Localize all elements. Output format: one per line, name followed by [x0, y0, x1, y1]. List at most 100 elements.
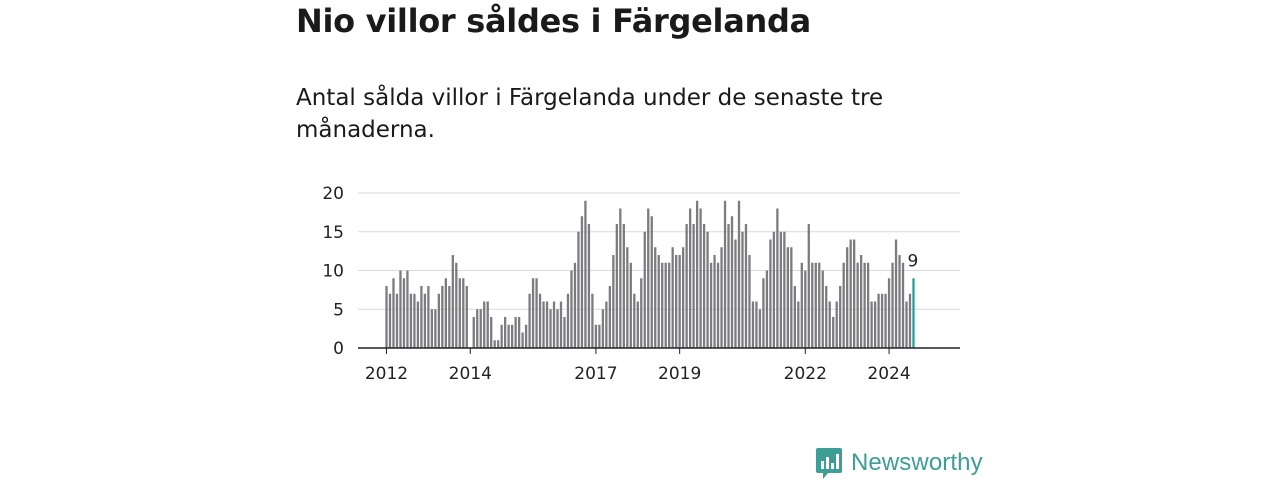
bar: [762, 278, 765, 348]
bar: [559, 301, 563, 348]
x-tick-label: 2012: [365, 364, 408, 384]
x-tick-label: 2019: [658, 364, 701, 384]
bar: [685, 224, 688, 348]
bar: [612, 255, 615, 348]
bar: [720, 247, 723, 348]
data-labels: 9: [907, 251, 918, 271]
bar: [556, 309, 559, 348]
bar: [626, 247, 629, 348]
bar: [427, 286, 430, 348]
bar: [880, 293, 884, 348]
bar: [430, 309, 434, 348]
bar: [716, 262, 720, 348]
bar: [500, 324, 503, 348]
bar: [839, 286, 842, 348]
bar: [640, 278, 643, 348]
bar: [538, 293, 542, 348]
bar: [856, 262, 859, 348]
bar: [730, 216, 734, 348]
bar: [395, 293, 399, 348]
bar: [584, 200, 587, 348]
bar: [748, 255, 751, 348]
bar: [786, 247, 789, 348]
bar: [619, 208, 622, 348]
bar: [905, 301, 908, 348]
bar: [591, 293, 594, 348]
x-tick-label: 2022: [784, 364, 827, 384]
y-tick-label: 15: [322, 223, 344, 243]
bar: [598, 324, 601, 348]
bar: [692, 224, 695, 348]
highlight-value-label: 9: [907, 251, 918, 271]
bar: [437, 293, 440, 348]
bar: [531, 278, 535, 348]
bar: [413, 293, 416, 348]
bar: [859, 255, 863, 348]
bar: [835, 301, 838, 348]
bar: [455, 262, 458, 348]
bar: [811, 262, 814, 348]
chart-subtitle: Antal sålda villor i Färgelanda under de…: [296, 85, 884, 143]
brand-name: Newsworthy: [851, 449, 983, 476]
bar: [699, 208, 702, 348]
bar: [894, 239, 898, 348]
bar: [563, 317, 566, 348]
bar: [741, 231, 744, 348]
bar: [521, 332, 524, 348]
bar: [755, 301, 758, 348]
y-tick-label: 10: [322, 262, 344, 282]
bar-chart-speech-bubble-icon: [816, 448, 842, 479]
bar: [517, 317, 521, 348]
bar: [825, 286, 828, 348]
bar: [737, 200, 741, 348]
bar: [887, 278, 891, 348]
bar: [458, 278, 461, 348]
bar: [758, 309, 762, 348]
bar: [465, 286, 468, 348]
bar: [846, 247, 849, 348]
bar: [483, 301, 486, 348]
bar: [388, 293, 392, 348]
bar: [734, 239, 737, 348]
bar: [877, 293, 880, 348]
bar: [549, 309, 552, 348]
bar: [462, 278, 465, 348]
bar: [566, 293, 570, 348]
bar: [668, 262, 671, 348]
bar: [908, 293, 912, 348]
bar: [545, 301, 549, 348]
bar: [476, 309, 479, 348]
bar: [633, 293, 636, 348]
bar: [849, 239, 852, 348]
bar: [416, 301, 420, 348]
bar: [853, 239, 856, 348]
bar: [818, 262, 821, 348]
bar: [842, 262, 845, 348]
bar: [800, 262, 803, 348]
bar: [828, 301, 831, 348]
bar: [448, 286, 451, 348]
bar: [493, 340, 496, 348]
bar: [587, 224, 591, 348]
bar: [570, 270, 573, 348]
bar: [402, 278, 406, 348]
bar: [629, 262, 632, 348]
bar: [510, 324, 514, 348]
y-tick-label: 5: [333, 300, 344, 320]
bar: [821, 270, 824, 348]
bar: [497, 340, 500, 348]
bar: [772, 231, 776, 348]
bar: [713, 255, 716, 348]
bar: [804, 270, 807, 348]
x-axis-ticks: 2012 2014 2017 2019 2022 2024: [365, 348, 911, 384]
bar: [490, 317, 493, 348]
bar: [552, 301, 556, 348]
bar: [832, 317, 835, 348]
bar: [385, 286, 388, 348]
bar: [664, 262, 667, 348]
x-tick-label: 2017: [574, 364, 617, 384]
bar: [636, 301, 639, 348]
bar: [643, 231, 646, 348]
bar: [650, 216, 653, 348]
bar: [751, 301, 755, 348]
